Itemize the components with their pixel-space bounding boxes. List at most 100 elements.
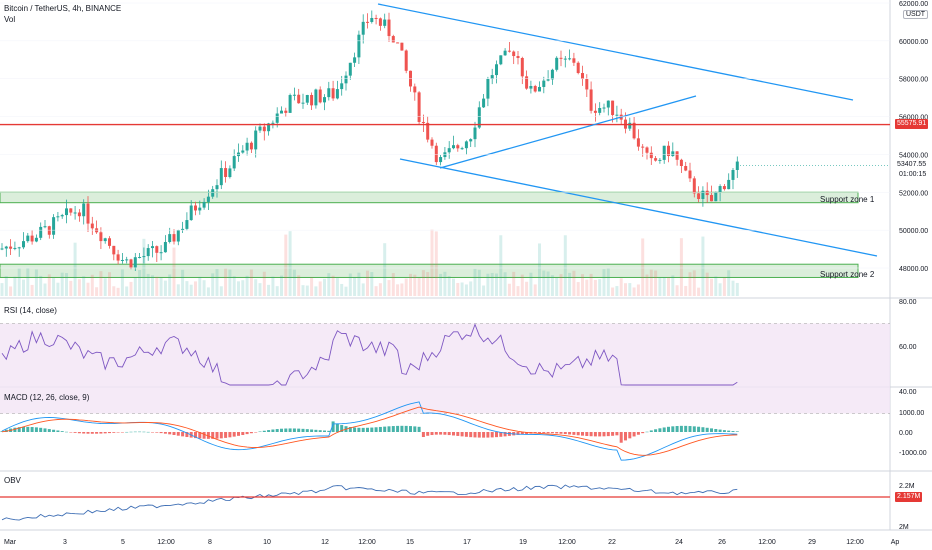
macd-histogram-bar bbox=[593, 432, 597, 437]
candle bbox=[602, 107, 606, 109]
volume-bar bbox=[310, 277, 314, 296]
candle bbox=[383, 19, 387, 26]
candle bbox=[39, 226, 43, 238]
candle bbox=[606, 100, 610, 108]
volume-bar bbox=[331, 275, 335, 296]
volume-bar bbox=[99, 271, 103, 296]
volume-bar bbox=[275, 286, 279, 296]
candle bbox=[30, 235, 34, 242]
candle bbox=[52, 217, 56, 235]
macd-histogram-bar bbox=[245, 432, 249, 435]
macd-histogram-bar bbox=[297, 428, 301, 432]
candle bbox=[671, 151, 675, 157]
candle bbox=[228, 168, 232, 178]
volume-bar bbox=[413, 274, 417, 296]
macd-histogram-bar bbox=[477, 432, 481, 438]
time-axis-label: Ap bbox=[891, 539, 900, 546]
volume-bar bbox=[366, 270, 369, 296]
macd-histogram-bar bbox=[224, 432, 228, 438]
candle bbox=[593, 110, 597, 113]
macd-histogram-bar bbox=[516, 432, 520, 435]
macd-histogram-bar bbox=[624, 432, 627, 441]
macd-histogram-bar bbox=[237, 432, 240, 436]
volume-bar bbox=[452, 278, 455, 296]
volume-bar bbox=[86, 282, 90, 296]
candle bbox=[542, 80, 546, 87]
candle bbox=[482, 98, 486, 108]
volume-bar bbox=[318, 281, 322, 296]
volume-bar bbox=[606, 268, 610, 296]
candle bbox=[710, 195, 713, 202]
macd-histogram-bar bbox=[138, 431, 142, 433]
macd-histogram-bar bbox=[413, 426, 417, 432]
macd-histogram-bar bbox=[684, 425, 688, 432]
candle bbox=[60, 215, 64, 217]
candle bbox=[215, 185, 219, 190]
macd-histogram-bar bbox=[176, 432, 180, 436]
candle bbox=[636, 138, 640, 147]
macd-histogram-bar bbox=[22, 426, 25, 432]
macd-histogram-bar bbox=[151, 432, 154, 433]
macd-histogram-bar bbox=[331, 421, 335, 432]
candle bbox=[34, 237, 38, 242]
candle bbox=[417, 92, 421, 122]
currency-label: USDT bbox=[903, 10, 929, 19]
macd-histogram-bar bbox=[692, 426, 696, 432]
macd-histogram-bar bbox=[469, 432, 473, 438]
macd-histogram-bar bbox=[314, 429, 318, 432]
candle bbox=[22, 241, 25, 248]
candle bbox=[722, 186, 726, 190]
volume-bar bbox=[538, 243, 541, 296]
candle bbox=[731, 169, 735, 180]
volume-bar bbox=[718, 283, 722, 296]
volume-bar bbox=[47, 274, 51, 296]
macd-histogram-bar bbox=[387, 426, 391, 432]
volume-bar bbox=[482, 285, 486, 296]
volume-bar bbox=[344, 286, 348, 296]
volume-bar bbox=[129, 281, 133, 296]
candle bbox=[318, 89, 322, 103]
candle bbox=[589, 89, 593, 111]
volume-bar bbox=[258, 283, 262, 296]
candle bbox=[430, 139, 434, 146]
candle bbox=[90, 223, 94, 229]
time-axis-label: 19 bbox=[519, 539, 527, 546]
macd-histogram-bar bbox=[473, 432, 477, 438]
candle bbox=[550, 69, 554, 80]
macd-histogram-bar bbox=[357, 427, 361, 432]
candle bbox=[718, 186, 722, 193]
macd-histogram-bar bbox=[280, 428, 283, 432]
candle bbox=[688, 170, 692, 179]
volume-bar bbox=[667, 277, 670, 296]
candle bbox=[0, 248, 4, 250]
macd-histogram-bar bbox=[581, 432, 584, 436]
candle bbox=[17, 247, 21, 249]
macd-histogram-bar bbox=[198, 432, 202, 439]
macd-histogram-bar bbox=[47, 429, 51, 432]
candle bbox=[632, 122, 636, 139]
candle bbox=[714, 192, 718, 202]
candle bbox=[439, 157, 443, 163]
candle bbox=[378, 18, 382, 26]
candle bbox=[69, 208, 73, 213]
candle bbox=[447, 148, 451, 153]
volume-bar bbox=[533, 284, 537, 296]
candle bbox=[26, 235, 30, 242]
candle bbox=[176, 230, 180, 242]
volume-bar bbox=[568, 272, 572, 296]
volume-bar bbox=[404, 278, 408, 296]
candle bbox=[361, 21, 365, 35]
macd-histogram-bar bbox=[697, 426, 701, 432]
volume-bar bbox=[17, 268, 21, 296]
macd-histogram-bar bbox=[108, 432, 111, 434]
macd-histogram-bar bbox=[606, 432, 610, 437]
volume-bar bbox=[73, 242, 77, 296]
candle bbox=[327, 88, 331, 98]
candle bbox=[452, 145, 455, 149]
volume-bar bbox=[701, 236, 705, 296]
volume-bar bbox=[241, 280, 245, 296]
volume-bar bbox=[400, 283, 404, 296]
trendline bbox=[399, 158, 878, 257]
macd-histogram-bar bbox=[52, 429, 56, 432]
